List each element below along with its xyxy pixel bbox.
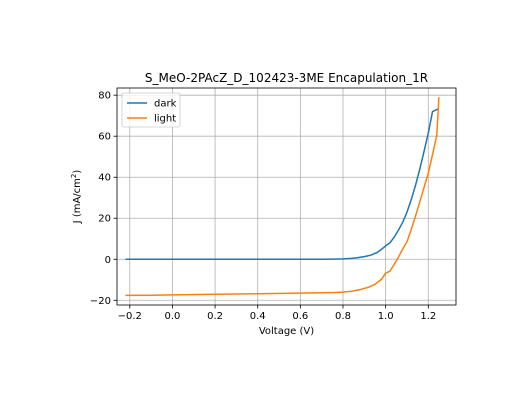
x-tick-label: 0.8: [335, 311, 351, 322]
x-tick-label: 1.0: [378, 311, 394, 322]
y-tick-label: 60: [98, 132, 111, 143]
y-axis-label-prefix: J (mA/cm: [72, 178, 83, 224]
chart-title: S_MeO-2PAcZ_D_102423-3ME Encapulation_1R: [145, 71, 428, 85]
x-tick-label: 1.2: [420, 311, 436, 322]
x-tick-label: 0.2: [207, 311, 223, 322]
legend: dark light: [122, 93, 180, 127]
x-tick-label: −0.2: [118, 311, 142, 322]
x-tick-label: 0.6: [292, 311, 308, 322]
y-tick-label: 80: [98, 91, 111, 102]
x-tick-label: 0.0: [164, 311, 180, 322]
y-tick-label: −20: [90, 296, 111, 307]
y-tick-label: 40: [98, 173, 111, 184]
x-tick-label: 0.4: [250, 311, 266, 322]
y-tick-label: 20: [98, 214, 111, 225]
y-axis-label-suffix: ): [72, 170, 83, 174]
x-axis-label: Voltage (V): [259, 326, 314, 337]
legend-label-dark: dark: [154, 99, 177, 110]
y-tick-label: 0: [105, 255, 111, 266]
legend-label-light: light: [154, 114, 176, 125]
